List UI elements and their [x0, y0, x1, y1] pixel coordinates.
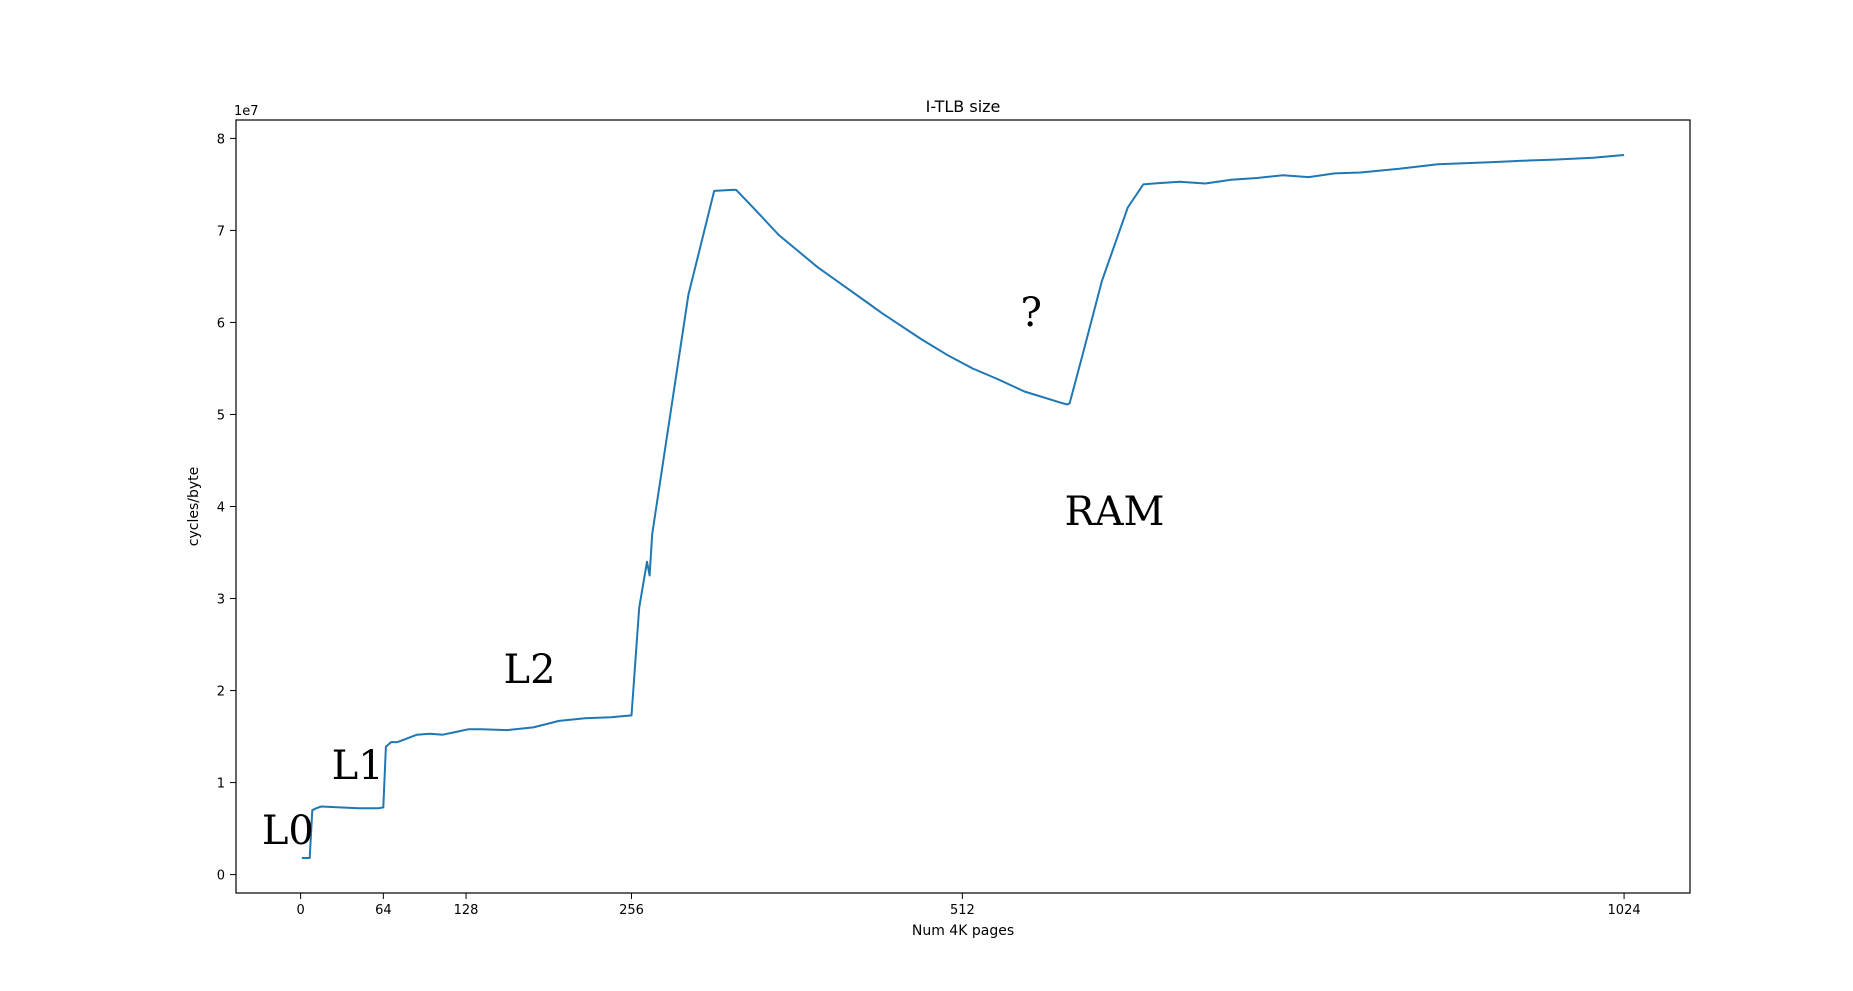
plot-frame [235, 119, 1691, 894]
y-tick-label: 2 [217, 685, 225, 700]
annotation-label: L1 [332, 743, 384, 789]
y-axis-ticks: 0 1 2 3 4 5 6 7 8 [217, 132, 236, 884]
y-offset-text: 1e7 [234, 104, 259, 119]
y-tick-label: 1 [217, 777, 225, 792]
y-tick-label: 8 [217, 132, 225, 147]
x-axis-ticks: 0 64 128 256 512 1024 [296, 893, 1641, 918]
x-tick-label: 0 [296, 903, 304, 918]
y-tick-label: 5 [217, 408, 225, 423]
x-tick-label: 256 [619, 903, 644, 918]
annotation-label: RAM [1064, 489, 1164, 535]
chart-title: I-TLB size [926, 97, 1001, 116]
x-axis-label: Num 4K pages [912, 923, 1014, 939]
annotation-label: L2 [504, 647, 556, 693]
y-tick-label: 0 [217, 869, 225, 884]
annotation-label: L0 [262, 808, 314, 854]
x-tick-label: 128 [454, 903, 479, 918]
x-tick-label: 512 [950, 903, 975, 918]
annotation-label: ? [1021, 290, 1042, 336]
y-tick-label: 7 [217, 224, 225, 239]
x-tick-label: 1024 [1608, 903, 1641, 918]
series-line [301, 154, 1625, 859]
y-axis-label: cycles/byte [186, 467, 202, 546]
x-tick-label: 64 [375, 903, 392, 918]
annotations: L0 L1 L2? RAM [262, 290, 1165, 854]
y-tick-label: 3 [217, 593, 225, 608]
y-tick-label: 4 [217, 501, 225, 516]
y-tick-label: 6 [217, 316, 225, 331]
